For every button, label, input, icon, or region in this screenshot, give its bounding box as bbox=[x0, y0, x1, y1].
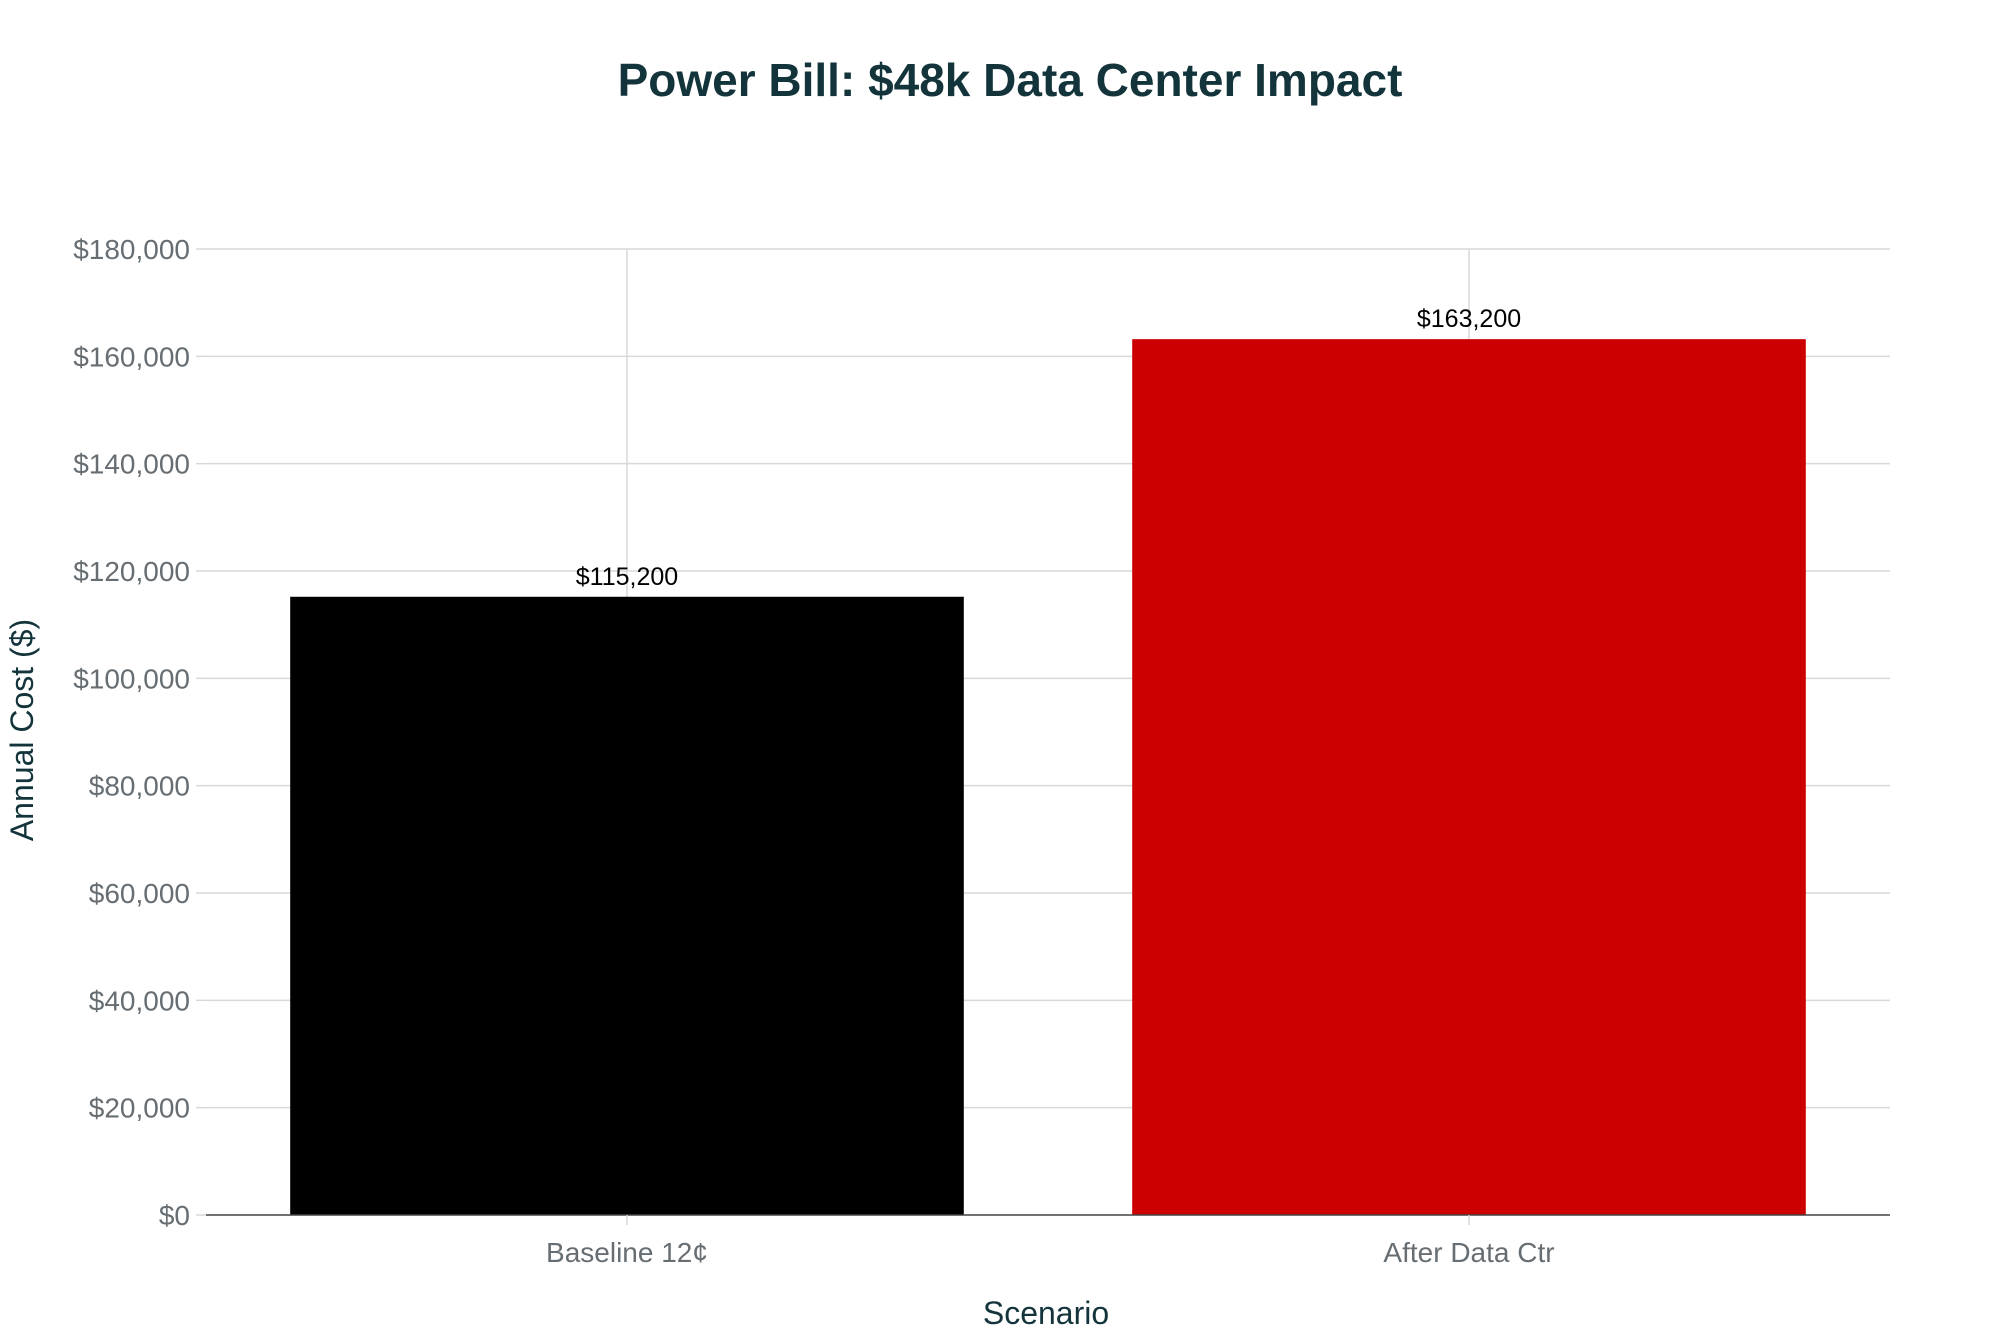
bar bbox=[1132, 339, 1806, 1215]
y-tick-label: $100,000 bbox=[73, 663, 190, 694]
y-axis-title: Annual Cost ($) bbox=[4, 619, 40, 841]
bar-value-label: $115,200 bbox=[576, 563, 678, 591]
x-tick-label: After Data Ctr bbox=[1383, 1237, 1554, 1268]
y-tick-label: $60,000 bbox=[89, 878, 190, 909]
chart-title: Power Bill: $48k Data Center Impact bbox=[618, 54, 1403, 106]
y-tick-label: $160,000 bbox=[73, 341, 190, 372]
bar-value-label: $163,200 bbox=[1417, 305, 1521, 333]
y-tick-label: $120,000 bbox=[73, 556, 190, 587]
y-tick-label: $0 bbox=[159, 1200, 190, 1231]
x-axis-title: Scenario bbox=[983, 1295, 1109, 1331]
y-tick-label: $140,000 bbox=[73, 449, 190, 480]
bars: $115,200 $163,200 bbox=[290, 305, 1806, 1215]
y-tick-label: $80,000 bbox=[89, 771, 190, 802]
x-axis: Baseline 12¢ After Data Ctr bbox=[206, 1214, 1890, 1268]
y-tick-label: $20,000 bbox=[89, 1093, 190, 1124]
bar bbox=[290, 596, 964, 1215]
y-tick-label: $40,000 bbox=[89, 985, 190, 1016]
y-tick-label: $180,000 bbox=[73, 234, 190, 265]
x-tick-label: Baseline 12¢ bbox=[546, 1237, 708, 1268]
y-axis: $0 $20,000 $40,000 $60,000 $80,000 $100,000 $1… bbox=[73, 234, 206, 1231]
